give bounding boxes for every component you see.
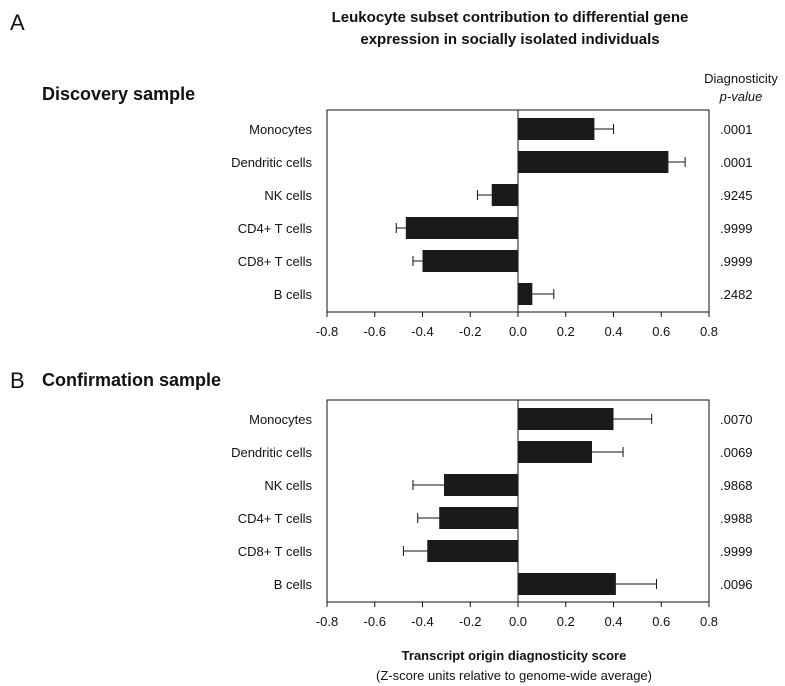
panel-letter-b: B (10, 368, 25, 393)
p-value: .0096 (720, 577, 753, 592)
x-tick-label: 0.6 (652, 324, 670, 339)
x-tick-label: -0.2 (459, 614, 481, 629)
category-label: B cells (274, 577, 313, 592)
panel-confirmation: B Confirmation sample -0.8 -0.6 -0.4 -0.2 0.… (10, 368, 753, 629)
panel-title-confirmation: Confirmation sample (42, 370, 221, 390)
x-tick-label: -0.8 (316, 324, 338, 339)
bar-monocytes (518, 408, 614, 430)
p-value: .0070 (720, 412, 753, 427)
x-tick-label: 0.6 (652, 614, 670, 629)
p-value: .0001 (720, 155, 753, 170)
category-label: CD4+ T cells (238, 511, 313, 526)
bar-nk-cells (491, 184, 518, 206)
x-tick-label: 0.4 (604, 324, 622, 339)
bar-cd4-t-cells (439, 507, 518, 529)
pvalue-header-line2: p-value (719, 89, 763, 104)
p-value: .9245 (720, 188, 753, 203)
x-tick-label: 0.8 (700, 324, 718, 339)
x-tick-label: 0.4 (604, 614, 622, 629)
x-tick-label: 0.0 (509, 324, 527, 339)
category-label: CD8+ T cells (238, 254, 313, 269)
bar-monocytes (518, 118, 595, 140)
p-value: .0001 (720, 122, 753, 137)
x-tick-label: -0.8 (316, 614, 338, 629)
p-value: .9999 (720, 544, 753, 559)
p-value: .9868 (720, 478, 753, 493)
category-label: Monocytes (249, 122, 312, 137)
pvalue-header-line1: Diagnosticity (704, 71, 778, 86)
x-tick-label: 0.2 (557, 324, 575, 339)
category-label: Dendritic cells (231, 445, 312, 460)
panel-letter-a: A (10, 10, 25, 35)
bar-dendritic-cells (518, 151, 669, 173)
x-axis-sublabel: (Z-score units relative to genome-wide a… (376, 668, 652, 683)
bar-cd4-t-cells (405, 217, 518, 239)
x-tick-label: -0.6 (364, 614, 386, 629)
bar-cd8-t-cells (422, 250, 518, 272)
x-tick-label: -0.4 (411, 324, 433, 339)
bar-cd8-t-cells (427, 540, 518, 562)
p-value: .0069 (720, 445, 753, 460)
x-tick-label: -0.2 (459, 324, 481, 339)
category-label: CD4+ T cells (238, 221, 313, 236)
x-tick-label: -0.4 (411, 614, 433, 629)
category-label: CD8+ T cells (238, 544, 313, 559)
category-label: NK cells (264, 188, 312, 203)
p-value: .9999 (720, 221, 753, 236)
panel-discovery: A Discovery sample -0.8 -0.6 -0.4 -0.2 0.0 0.… (10, 10, 753, 339)
p-value: .2482 (720, 287, 753, 302)
x-tick-label: 0.2 (557, 614, 575, 629)
bar-b-cells (518, 573, 616, 595)
x-tick-label: 0.0 (509, 614, 527, 629)
p-value: .9988 (720, 511, 753, 526)
panel-title-discovery: Discovery sample (42, 84, 195, 104)
category-label: NK cells (264, 478, 312, 493)
category-label: Dendritic cells (231, 155, 312, 170)
category-label: B cells (274, 287, 313, 302)
figure-title-line1: Leukocyte subset contribution to differe… (332, 9, 689, 26)
x-tick-label: -0.6 (364, 324, 386, 339)
category-label: Monocytes (249, 412, 312, 427)
figure-title-line2: expression in socially isolated individu… (360, 31, 659, 48)
x-tick-label: 0.8 (700, 614, 718, 629)
bar-b-cells (518, 283, 533, 305)
p-value: .9999 (720, 254, 753, 269)
bar-dendritic-cells (518, 441, 593, 463)
x-axis-label: Transcript origin diagnosticity score (402, 648, 627, 663)
bar-nk-cells (443, 474, 518, 496)
